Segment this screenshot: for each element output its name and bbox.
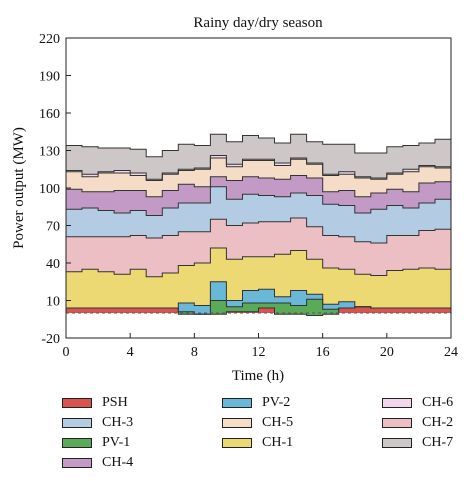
x-tick-label: 12	[252, 345, 266, 360]
y-tick-label: 100	[39, 182, 60, 197]
x-tick-label: 4	[127, 345, 134, 360]
legend-swatch	[222, 418, 252, 428]
y-tick-label: 160	[39, 107, 60, 122]
legend-item-psh: PSH	[62, 394, 128, 412]
area-pv-1	[66, 299, 451, 316]
x-tick-label: 20	[380, 345, 394, 360]
legend-item-pv-2: PV-2	[222, 394, 290, 412]
legend-label: CH-6	[422, 395, 454, 410]
outline-ch-4	[66, 175, 451, 198]
legend-label: CH-1	[262, 435, 294, 450]
legend-item-ch-1: CH-1	[222, 434, 293, 452]
y-tick-label: 130	[39, 145, 60, 160]
outline-ch-7	[66, 133, 451, 158]
x-tick-label: 0	[63, 345, 70, 360]
outline-pv-2	[66, 281, 451, 309]
legend-label: PV-1	[102, 435, 131, 450]
x-tick-label: 8	[191, 345, 198, 360]
legend-label: PSH	[102, 395, 128, 410]
legend-swatch	[62, 438, 92, 448]
y-tick-label: 220	[39, 32, 60, 47]
area-ch-3	[66, 186, 451, 243]
y-tick-label: 70	[46, 220, 60, 235]
area-ch-2	[66, 218, 451, 277]
legend-swatch	[62, 458, 92, 468]
y-axis-label: Power output (MW)	[11, 127, 27, 249]
outline-ch-3	[66, 186, 451, 216]
area-ch-1	[66, 248, 451, 308]
y-tick-label: 190	[39, 70, 60, 85]
legend-item-ch-6: CH-6	[382, 394, 453, 412]
legend-swatch	[382, 438, 412, 448]
legend-item-ch-4: CH-4	[62, 454, 133, 472]
x-tick-label: 16	[316, 345, 330, 360]
legend-item-ch-2: CH-2	[382, 414, 453, 432]
legend-label: PV-2	[262, 395, 291, 410]
series-areas	[66, 134, 451, 316]
y-tick-label: -20	[41, 332, 60, 347]
legend-item-ch-5: CH-5	[222, 414, 293, 432]
x-axis: 0 4 8 12 16 20 24	[63, 333, 458, 360]
legend-label: CH-3	[102, 415, 134, 430]
legend-swatch	[62, 398, 92, 408]
legend-item-ch-3: CH-3	[62, 414, 133, 432]
chart-legend: PSH CH-3 PV-1 CH-4 PV-2 CH-5 CH-1 CH-6 CH-2 CH-7	[62, 394, 472, 474]
chart-title: Rainy day/dry season	[193, 15, 323, 31]
y-tick-label: 40	[46, 257, 60, 272]
legend-label: CH-5	[262, 415, 294, 430]
legend-item-pv-1: PV-1	[62, 434, 130, 452]
legend-swatch	[62, 418, 92, 428]
outline-ch-2	[66, 217, 451, 244]
legend-swatch	[222, 438, 252, 448]
legend-label: CH-7	[422, 435, 454, 450]
y-axis: -20 10 40 70 100 130 160 190 220	[39, 32, 71, 347]
legend-swatch	[382, 398, 412, 408]
legend-label: CH-2	[422, 415, 454, 430]
legend-label: CH-4	[102, 455, 134, 470]
legend-swatch	[222, 398, 252, 408]
stacked-area-chart: Rainy day/dry season 0 4 8 12 16 20 24 -20 10 40…	[11, 15, 458, 384]
legend-item-ch-7: CH-7	[382, 434, 453, 452]
x-tick-label: 24	[444, 345, 458, 360]
outline-ch-1	[66, 247, 451, 278]
legend-swatch	[382, 418, 412, 428]
outline-ch-6	[66, 155, 451, 180]
y-tick-label: 10	[46, 295, 60, 310]
x-axis-label: Time (h)	[232, 368, 284, 384]
series-outlines	[66, 133, 451, 316]
